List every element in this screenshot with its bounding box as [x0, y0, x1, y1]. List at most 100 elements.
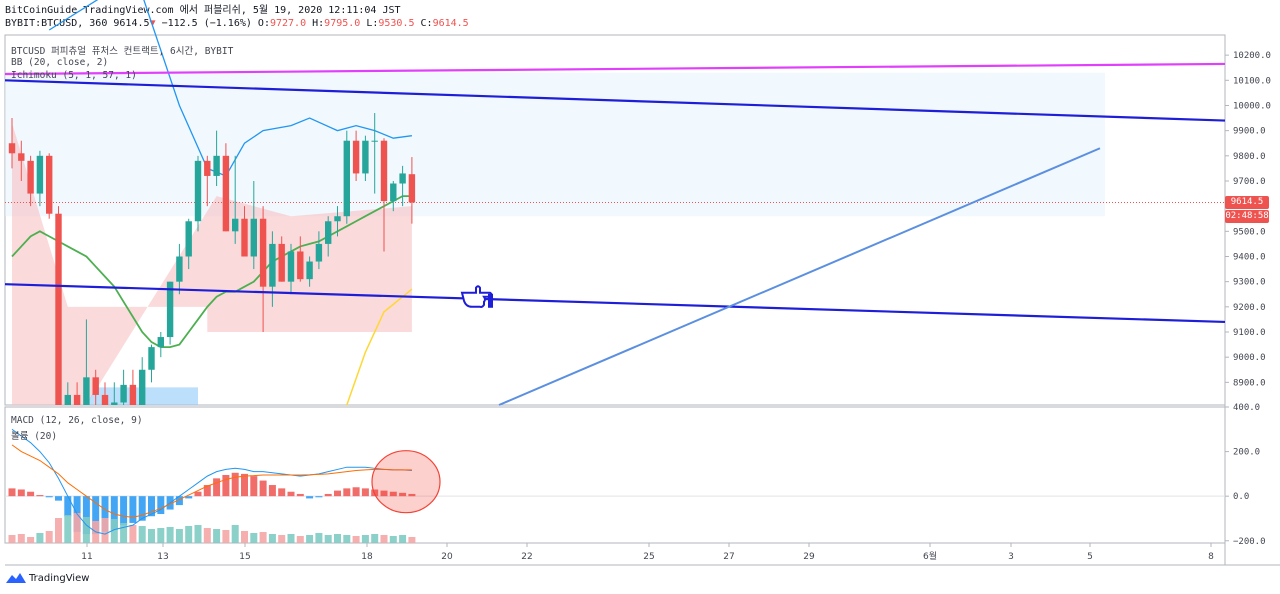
- close-label: C:: [420, 18, 433, 29]
- volume-bar: [334, 534, 341, 543]
- macd-histogram-bar: [129, 496, 137, 523]
- volume-bar: [64, 515, 72, 543]
- macd-histogram-bar: [268, 485, 276, 497]
- overlay-title[interactable]: BTCUSD 퍼피츄얼 퓨처스 컨트랙트, 6시간, BYBIT: [11, 46, 234, 57]
- high-label: H:: [312, 18, 325, 29]
- down-arrow-icon: ▼: [149, 18, 156, 29]
- candle-body: [120, 384, 127, 403]
- macd-histogram-bar: [64, 496, 72, 517]
- time-tick-label: 3: [1008, 552, 1014, 562]
- macd-histogram-bar: [250, 476, 258, 497]
- candle-body: [241, 218, 248, 257]
- volume-bar: [36, 533, 44, 543]
- volume-bar: [361, 535, 369, 543]
- tradingview-logo[interactable]: TradingView: [6, 572, 89, 584]
- annotation-circle: [371, 450, 441, 514]
- time-tick-label: 20: [441, 552, 453, 562]
- price-tick-label: 9100.0: [1233, 328, 1266, 338]
- volume-bar: [175, 529, 183, 543]
- macd-tick-label: −200.0: [1233, 537, 1266, 547]
- macd-histogram-bar: [306, 496, 314, 499]
- volume-bar: [27, 537, 35, 543]
- volume-bar: [296, 536, 304, 543]
- volume-bar: [73, 513, 81, 543]
- hand-shape: [460, 285, 493, 309]
- macd-histogram-bar: [27, 491, 35, 497]
- pointing-hand-icon: [460, 285, 493, 309]
- candle-body: [83, 377, 90, 405]
- lower-support-line: [4, 283, 1226, 324]
- macd-histogram-bar: [120, 496, 128, 526]
- overlay-bb[interactable]: BB (20, close, 2): [11, 57, 109, 68]
- candle-body: [269, 243, 276, 287]
- candle-body: [297, 251, 304, 280]
- candle-body: [27, 160, 34, 194]
- candle-body: [185, 221, 192, 257]
- volume-bar: [45, 531, 53, 543]
- macd-histogram-bar: [82, 496, 90, 535]
- volume-bar: [268, 534, 276, 543]
- volume-bar: [389, 536, 397, 543]
- price-tick-label: 9900.0: [1233, 127, 1266, 137]
- volume-bar: [408, 537, 416, 543]
- ichimoku-cloud-area: [5, 72, 1105, 217]
- time-tick-label: 11: [81, 552, 92, 562]
- volume-bar: [17, 534, 25, 543]
- symbol: BYBIT:BTCUSD, 360: [5, 18, 108, 29]
- candle-body: [352, 140, 360, 174]
- last-price-tag: 9614.5: [1225, 196, 1269, 209]
- price-tick-label: 9500.0: [1233, 227, 1266, 237]
- macd-histogram-bar: [315, 496, 323, 498]
- price-tick-label: 9800.0: [1233, 152, 1266, 162]
- overlay-macd[interactable]: MACD (12, 26, close, 9): [11, 415, 143, 426]
- macd-histogram-bar: [380, 490, 388, 497]
- candle-body: [194, 160, 202, 222]
- macd-histogram-bar: [399, 492, 407, 497]
- candle-body: [101, 394, 109, 405]
- macd-tick-label: 0.0: [1233, 492, 1249, 502]
- price-tick-label: 9200.0: [1233, 303, 1266, 313]
- price-change: −112.5 (−1.16%): [161, 18, 252, 29]
- time-tick-label: 29: [803, 552, 815, 562]
- volume-bar: [148, 529, 155, 543]
- candle-body: [176, 256, 183, 282]
- price-tick-label: 10000.0: [1233, 101, 1271, 111]
- ohlc-summary: BYBIT:BTCUSD, 360 9614.5▼ −112.5 (−1.16%…: [5, 18, 469, 30]
- macd-histogram-bar: [324, 493, 332, 497]
- macd-histogram-bar: [287, 491, 295, 497]
- price-tick-label: 9700.0: [1233, 177, 1266, 187]
- macd-histogram-bar: [55, 496, 62, 501]
- signal-line: [11, 444, 412, 518]
- ichimoku-yellow-line: [346, 288, 413, 406]
- volume-bar: [101, 518, 109, 543]
- macd-histogram-bar: [352, 487, 360, 497]
- volume-bar: [324, 535, 332, 543]
- volume-bar: [129, 525, 137, 543]
- macd-histogram-bar: [8, 488, 16, 497]
- volume-bar: [250, 533, 258, 543]
- candle-body: [18, 153, 25, 161]
- last-price: 9614.5: [113, 18, 150, 29]
- overlay-ichimoku[interactable]: Ichimoku (5, 1, 57, 1): [11, 70, 137, 81]
- high-value: 9795.0: [324, 18, 361, 29]
- bb-upper-left: [48, 0, 99, 31]
- open-value: 9727.0: [269, 18, 307, 29]
- macd-histogram-bar: [259, 480, 267, 497]
- macd-histogram-bar: [36, 495, 44, 497]
- macd-tick-label: 400.0: [1233, 403, 1260, 413]
- tradingview-brand: TradingView: [29, 572, 90, 584]
- candle-body: [232, 218, 239, 232]
- candle-body: [73, 394, 81, 405]
- volume-bar: [259, 532, 267, 543]
- time-tick-label: 15: [239, 552, 250, 562]
- volume-bar: [110, 519, 118, 543]
- close-value: 9614.5: [432, 18, 469, 29]
- macd-histogram-bar: [110, 496, 118, 530]
- macd-histogram-bar: [343, 488, 351, 497]
- macd-histogram-bar: [101, 496, 109, 532]
- macd-histogram-bar: [213, 478, 221, 497]
- time-tick-label: 5: [1087, 552, 1093, 562]
- overlay-volume[interactable]: 볼륨 (20): [11, 431, 58, 442]
- volume-bar: [399, 535, 407, 543]
